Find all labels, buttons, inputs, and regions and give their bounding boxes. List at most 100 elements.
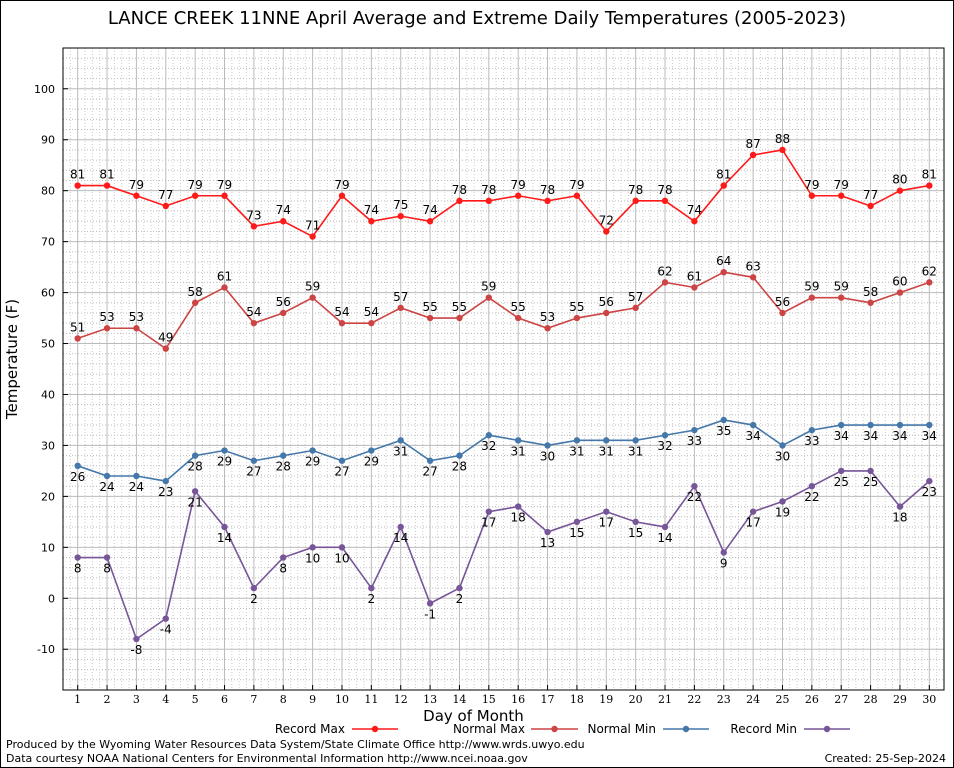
x-tick-label: 11 xyxy=(364,693,378,706)
y-tick-label: 60 xyxy=(41,287,55,300)
record-min-point xyxy=(573,518,581,526)
record-max-data-label: 77 xyxy=(863,188,878,202)
x-tick-label: 2 xyxy=(104,693,111,706)
record-max-data-label: 79 xyxy=(569,178,584,192)
record-max-data-label: 77 xyxy=(158,188,173,202)
x-tick-label: 21 xyxy=(658,693,672,706)
normal-max-data-label: 54 xyxy=(246,305,261,319)
y-tick-label: 80 xyxy=(41,185,55,198)
record-max-point xyxy=(661,197,669,205)
record-max-point xyxy=(926,182,933,189)
normal-min-point xyxy=(720,416,727,424)
plot-frame xyxy=(62,47,945,691)
record-max-data-label: 88 xyxy=(775,132,790,146)
record-min-point xyxy=(309,544,316,551)
record-max-point xyxy=(691,218,698,225)
record-max-point xyxy=(808,192,816,199)
record-min-data-label: 9 xyxy=(720,556,728,570)
record-min-point xyxy=(485,508,493,515)
normal-max-point xyxy=(280,309,287,317)
record-min-data-label: 17 xyxy=(481,516,496,530)
normal-min-data-label: 29 xyxy=(364,455,379,469)
x-tick-label: 24 xyxy=(746,693,760,706)
record-min-point xyxy=(514,503,522,510)
x-tick-label: 6 xyxy=(221,693,228,706)
record-min-point xyxy=(867,467,874,475)
record-min-point xyxy=(221,523,228,531)
normal-max-data-label: 58 xyxy=(188,285,203,299)
record-max-point xyxy=(368,218,375,225)
normal-min-point xyxy=(103,472,111,480)
record-max-point xyxy=(103,182,111,189)
legend-label-record-max: Record Max xyxy=(275,722,345,736)
record-min-point xyxy=(162,615,169,622)
normal-max-point xyxy=(456,314,463,322)
normal-max-data-label: 61 xyxy=(217,269,232,283)
record-min-point xyxy=(397,523,404,531)
record-min-data-label: 23 xyxy=(922,485,937,499)
normal-min-data-label: 34 xyxy=(745,429,760,443)
normal-min-data-label: 23 xyxy=(158,485,173,499)
normal-max-data-label: 56 xyxy=(775,295,790,309)
normal-min-point xyxy=(280,452,287,459)
record-max-data-label: 79 xyxy=(217,178,232,192)
normal-min-data-label: 29 xyxy=(217,455,232,469)
record-max-point xyxy=(309,233,316,240)
chart-title: LANCE CREEK 11NNE April Average and Extr… xyxy=(107,8,847,29)
record-min-point xyxy=(838,467,845,475)
normal-min-data-label: 28 xyxy=(188,460,203,474)
normal-max-data-label: 56 xyxy=(276,295,291,309)
normal-min-data-label: 31 xyxy=(628,444,643,458)
record-min-line xyxy=(77,470,930,641)
record-max-data-label: 73 xyxy=(246,208,261,222)
normal-max-data-label: 59 xyxy=(834,280,849,294)
normal-min-data-label: 28 xyxy=(276,460,291,474)
legend-label-normal-max: Normal Max xyxy=(453,722,525,736)
normal-min-data-label: 27 xyxy=(334,465,349,479)
record-max-point xyxy=(779,146,786,154)
record-max-data-label: 79 xyxy=(511,178,526,192)
normal-max-point xyxy=(162,345,169,352)
record-max-point xyxy=(456,197,463,205)
created-date: Created: 25-Sep-2024 xyxy=(824,752,946,765)
record-min-point xyxy=(779,498,786,505)
normal-min-point xyxy=(426,457,434,464)
normal-min-line xyxy=(77,419,930,482)
record-max-point xyxy=(162,202,169,210)
y-tick-label: 100 xyxy=(34,83,55,96)
record-min-data-label: 15 xyxy=(569,526,584,540)
normal-max-data-label: 56 xyxy=(599,295,614,309)
y-tick-label: 50 xyxy=(41,338,55,351)
record-max-point xyxy=(838,192,845,199)
record-max-data-label: 72 xyxy=(599,213,614,227)
y-tick-label: 90 xyxy=(41,134,55,147)
normal-max-point xyxy=(573,314,581,322)
record-min-point xyxy=(926,477,933,485)
record-max-data-label: 81 xyxy=(716,168,731,182)
normal-max-line xyxy=(77,271,930,350)
normal-max-data-label: 58 xyxy=(863,285,878,299)
record-min-data-label: 8 xyxy=(74,562,82,576)
record-min-data-label: 13 xyxy=(540,536,555,550)
x-tick-label: 18 xyxy=(570,693,584,706)
x-tick-label: 5 xyxy=(192,693,199,706)
normal-max-point xyxy=(514,314,522,322)
normal-max-point xyxy=(632,304,639,312)
normal-min-point xyxy=(632,437,639,444)
normal-max-point xyxy=(485,294,493,301)
normal-max-point xyxy=(661,279,669,286)
record-min-data-label: -4 xyxy=(160,623,172,637)
x-tick-label: 30 xyxy=(922,693,936,706)
normal-max-data-label: 49 xyxy=(158,331,173,345)
normal-max-point xyxy=(749,274,757,281)
record-min-point xyxy=(368,584,375,592)
normal-max-data-label: 59 xyxy=(305,280,320,294)
record-max-data-label: 75 xyxy=(393,198,408,212)
x-tick-label: 17 xyxy=(541,693,555,706)
normal-max-data-label: 53 xyxy=(540,310,555,324)
normal-max-point xyxy=(397,304,404,312)
record-min-point xyxy=(456,584,463,592)
record-max-data-label: 78 xyxy=(657,183,672,197)
record-min-data-label: 8 xyxy=(103,562,111,576)
record-min-data-label: 18 xyxy=(511,511,526,525)
